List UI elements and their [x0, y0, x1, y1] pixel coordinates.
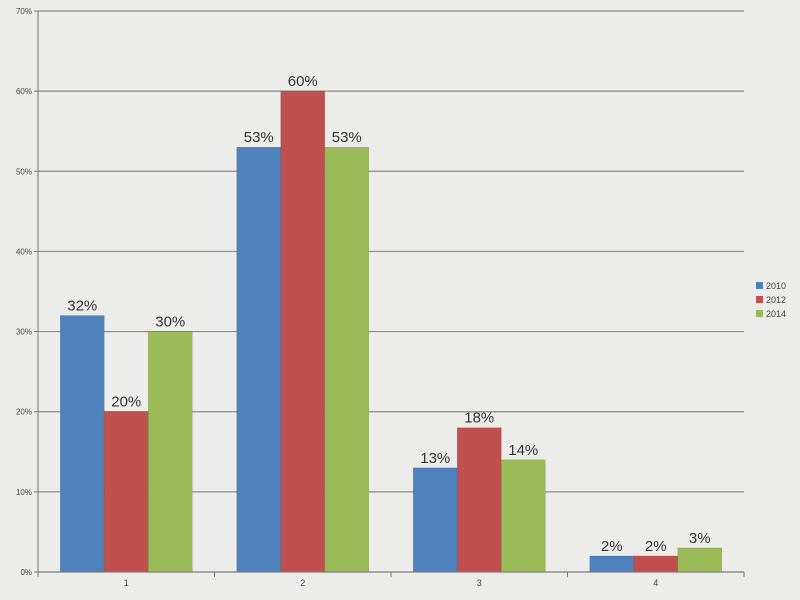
y-tick-label: 70% — [16, 7, 32, 16]
legend-swatch-2010 — [756, 282, 763, 289]
bar-2012-cat-4 — [633, 555, 679, 573]
data-label: 60% — [288, 73, 318, 90]
legend-label-2010: 2010 — [766, 281, 786, 291]
data-label: 13% — [420, 450, 450, 467]
data-label: 30% — [155, 314, 185, 331]
bar-2014-cat-2 — [324, 146, 370, 573]
y-tick-label: 60% — [16, 87, 32, 96]
y-tick-label: 20% — [16, 408, 32, 417]
data-label: 18% — [464, 410, 494, 427]
data-label: 2% — [601, 538, 623, 555]
data-label: 53% — [332, 129, 362, 146]
y-tick-label: 40% — [16, 247, 32, 256]
bar-2010-cat-3 — [412, 467, 458, 573]
data-label: 20% — [111, 394, 141, 411]
x-tick-label: 1 — [124, 578, 129, 588]
bar-2014-cat-1 — [147, 331, 193, 573]
y-tick-label: 30% — [16, 328, 32, 337]
bar-2010-cat-4 — [589, 555, 635, 573]
data-labels: 32% 53% 13% 2% 20% 60% 18% 2% 30% 53% 14% 3% — [67, 73, 710, 555]
bar-2012-cat-1 — [103, 411, 149, 573]
y-tick-label: 50% — [16, 167, 32, 176]
bar-2010-cat-1 — [59, 315, 105, 573]
data-label: 14% — [508, 442, 538, 459]
axes: 0% 10% 20% 30% 40% 50% 60% 70% 1 2 3 4 — [16, 7, 745, 588]
data-label: 2% — [645, 538, 667, 555]
x-tick-label: 4 — [653, 578, 658, 588]
legend-label-2014: 2014 — [766, 309, 786, 319]
data-label: 53% — [244, 129, 274, 146]
x-tick-label: 2 — [300, 578, 305, 588]
bar-2014-cat-3 — [500, 459, 546, 573]
legend: 2010 2012 2014 — [756, 281, 786, 319]
y-tick-label: 0% — [20, 568, 32, 577]
legend-label-2012: 2012 — [766, 295, 786, 305]
bar-2010-cat-2 — [236, 146, 282, 573]
y-tick-label: 10% — [16, 488, 32, 497]
bar-2012-cat-2 — [280, 90, 326, 573]
data-label: 3% — [689, 530, 711, 547]
bar-2012-cat-3 — [456, 427, 502, 573]
legend-swatch-2014 — [756, 310, 763, 317]
bar-2014-cat-4 — [677, 547, 723, 573]
bars — [59, 90, 723, 573]
x-tick-label: 3 — [477, 578, 482, 588]
data-label: 32% — [67, 298, 97, 315]
legend-swatch-2012 — [756, 296, 763, 303]
